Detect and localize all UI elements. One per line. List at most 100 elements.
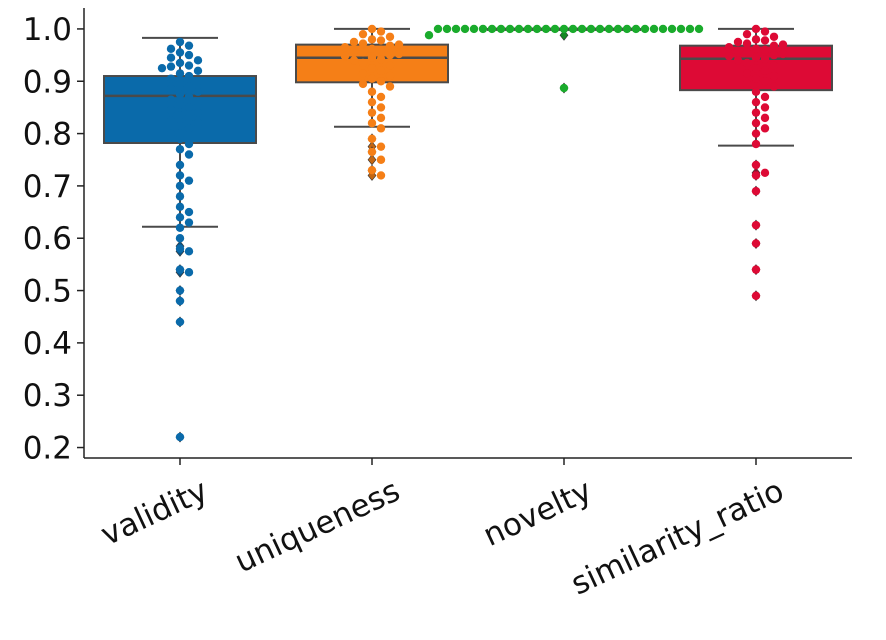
data-point	[166, 84, 176, 94]
data-point	[631, 24, 641, 34]
data-point	[532, 24, 542, 34]
data-point	[166, 95, 176, 104]
data-point	[376, 171, 386, 180]
data-point	[658, 24, 668, 34]
data-point	[175, 223, 185, 232]
data-point	[751, 129, 761, 138]
data-point	[742, 79, 752, 89]
data-point	[514, 24, 524, 34]
data-point	[541, 24, 551, 34]
data-point	[751, 44, 761, 54]
data-point	[184, 139, 194, 149]
x-category-label: novelty	[478, 473, 598, 554]
y-tick-label: 0.2	[23, 431, 72, 467]
data-point	[166, 62, 176, 71]
data-point	[184, 176, 194, 185]
data-point	[376, 124, 386, 133]
data-point	[751, 35, 761, 44]
x-category-label: validity	[95, 473, 213, 554]
data-point	[586, 24, 596, 34]
data-point	[340, 43, 350, 52]
data-point	[760, 113, 770, 123]
data-point	[157, 63, 167, 73]
data-point	[769, 61, 779, 70]
data-point	[385, 71, 395, 81]
data-point	[559, 83, 569, 93]
data-point	[733, 56, 743, 65]
data-point	[550, 24, 560, 34]
data-point	[367, 166, 377, 175]
data-point	[166, 44, 176, 54]
data-point	[367, 35, 377, 44]
data-point	[751, 239, 761, 248]
data-point	[184, 218, 194, 227]
data-point	[751, 63, 761, 73]
data-point	[184, 150, 194, 159]
data-point	[175, 90, 185, 99]
data-point	[751, 220, 761, 230]
data-point	[613, 24, 623, 34]
data-point	[376, 27, 386, 36]
data-point	[376, 36, 386, 45]
data-point	[742, 69, 752, 78]
data-point	[751, 24, 761, 34]
data-point	[751, 291, 761, 300]
y-tick-label: 0.6	[23, 221, 72, 257]
data-point	[175, 265, 185, 274]
data-point	[184, 41, 194, 50]
data-point	[751, 171, 761, 180]
data-point	[184, 124, 194, 133]
data-point	[376, 45, 386, 55]
outlier-marker	[559, 29, 569, 41]
data-point	[640, 24, 650, 34]
data-point	[760, 168, 770, 178]
data-point	[424, 31, 434, 40]
data-point	[760, 124, 770, 133]
data-point	[724, 51, 734, 61]
data-point	[184, 207, 194, 217]
data-point	[751, 74, 761, 83]
data-point	[376, 142, 386, 151]
data-point	[367, 44, 377, 54]
data-point	[778, 40, 788, 49]
data-point	[358, 69, 368, 78]
data-point	[367, 97, 377, 107]
data-point	[751, 53, 761, 62]
data-point	[349, 56, 359, 65]
data-point	[460, 24, 470, 34]
data-point	[685, 24, 695, 34]
data-point	[193, 118, 203, 128]
data-point	[577, 24, 587, 34]
data-point	[349, 37, 359, 47]
data-point	[367, 24, 377, 34]
data-point	[175, 145, 185, 154]
data-point	[751, 265, 761, 274]
data-point	[184, 113, 194, 123]
data-point	[175, 171, 185, 180]
outlier-marker	[367, 154, 377, 166]
data-point	[367, 63, 377, 73]
data-point	[175, 37, 185, 47]
data-point	[175, 111, 185, 120]
data-point	[769, 32, 779, 41]
x-category-label: uniqueness	[229, 473, 405, 581]
data-point	[751, 139, 761, 149]
data-point	[505, 24, 515, 34]
data-point	[367, 87, 377, 96]
data-point	[487, 24, 497, 34]
data-point	[760, 92, 770, 102]
data-point	[175, 317, 185, 327]
data-point	[193, 56, 203, 65]
data-point	[166, 116, 176, 125]
data-point	[559, 24, 569, 34]
data-point	[760, 27, 770, 36]
data-point	[478, 24, 488, 34]
data-point	[175, 48, 185, 57]
data-point	[184, 268, 194, 277]
data-point	[469, 24, 479, 34]
data-point	[175, 100, 185, 110]
data-point	[175, 134, 185, 144]
data-point	[376, 113, 386, 123]
data-point	[358, 48, 368, 57]
data-point	[769, 82, 779, 91]
